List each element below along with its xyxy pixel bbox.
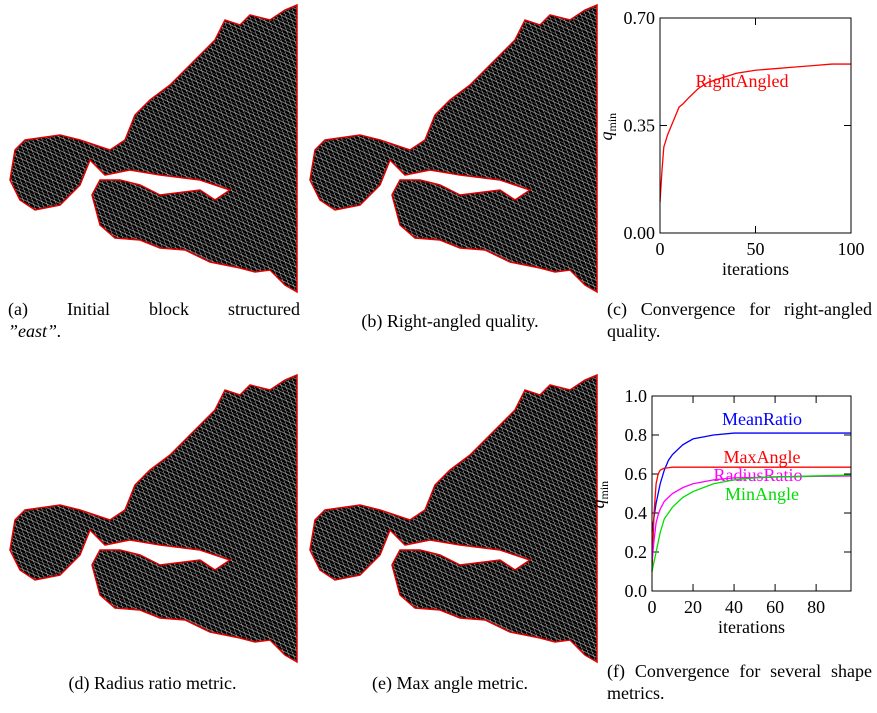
plot-frame [660,18,851,233]
caption-e: (e) Max angle metric. [305,672,595,694]
series-label: MaxAngle [724,447,801,467]
figure-canvas: 0501000.000.350.70RightAnglediterationsq… [0,0,877,713]
caption-f: (f) Convergence for several shape metric… [607,660,872,704]
mesh-a [10,5,297,292]
x-tick-label: 0 [656,239,665,259]
y-tick-label: 0.35 [624,116,656,136]
mesh-b [310,5,597,292]
x-tick-label: 100 [838,239,865,259]
y-axis-subscript: min [597,481,611,500]
y-tick-label: 0.8 [625,425,648,445]
y-tick-label: 0.2 [625,542,648,562]
y-axis-symbol: q [596,132,616,141]
caption-d: (d) Radius ratio metric. [5,672,300,694]
x-axis-label: iterations [718,617,785,637]
y-tick-label: 1.0 [625,386,648,406]
y-tick-label: 0.4 [625,503,648,523]
caption-b: (b) Right-angled quality. [305,310,595,332]
caption-a-quote: ”east”. [8,320,300,342]
x-tick-label: 50 [747,239,765,259]
caption-a-label: (a) Initial block structured [8,298,300,320]
x-axis-label: iterations [722,259,789,279]
x-tick-label: 40 [725,597,743,617]
x-tick-label: 20 [684,597,702,617]
figure: 0501000.000.350.70RightAnglediterationsq… [0,0,877,713]
x-tick-label: 60 [766,597,784,617]
caption-a: (a) Initial block structured ”east”. [8,298,300,342]
y-tick-label: 0.70 [624,8,656,28]
y-axis-label: qmin [596,113,619,141]
mesh-d [10,375,297,662]
y-axis-symbol: q [588,500,608,509]
series-label: MeanRatio [722,409,802,429]
x-tick-label: 0 [648,597,657,617]
y-tick-label: 0.00 [624,223,656,243]
x-tick-label: 80 [807,597,825,617]
mesh-e [310,375,597,662]
caption-c: (c) Convergence for right-angled quality… [607,298,872,342]
y-axis-subscript: min [605,113,619,132]
series-label: RadiusRatio [714,465,803,485]
y-tick-label: 0.0 [625,581,648,601]
y-tick-label: 0.6 [625,464,648,484]
series-label: RightAngled [696,71,789,91]
series-label: MinAngle [725,484,799,504]
